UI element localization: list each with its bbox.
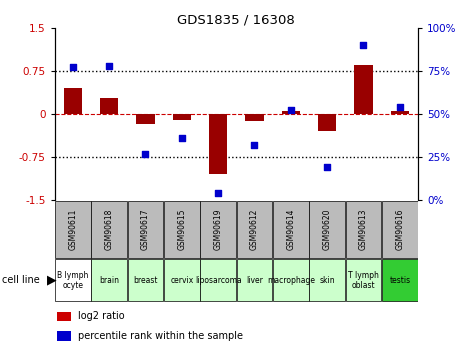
Point — [396, 104, 404, 110]
Text: log2 ratio: log2 ratio — [78, 311, 125, 321]
Bar — [382, 259, 418, 302]
Text: breast: breast — [133, 276, 158, 285]
Bar — [200, 201, 236, 258]
Bar — [209, 114, 227, 174]
Bar — [64, 88, 82, 114]
Bar — [246, 114, 264, 121]
Text: GSM90618: GSM90618 — [104, 209, 114, 250]
Bar — [318, 114, 336, 131]
Bar — [91, 201, 127, 258]
Text: skin: skin — [319, 276, 335, 285]
Bar — [273, 259, 309, 302]
Bar — [282, 111, 300, 114]
Point — [251, 142, 258, 148]
Bar — [273, 201, 309, 258]
Bar — [346, 201, 381, 258]
Bar — [237, 201, 272, 258]
Bar — [382, 201, 418, 258]
Bar — [346, 259, 381, 302]
Text: testis: testis — [390, 276, 410, 285]
Bar — [309, 259, 345, 302]
Bar — [55, 201, 91, 258]
Text: GSM90613: GSM90613 — [359, 209, 368, 250]
Text: macrophage: macrophage — [267, 276, 315, 285]
Text: ▶: ▶ — [47, 274, 56, 287]
Text: GSM90612: GSM90612 — [250, 209, 259, 250]
Bar — [57, 331, 71, 341]
Text: GSM90611: GSM90611 — [68, 209, 77, 250]
Text: GSM90619: GSM90619 — [214, 209, 223, 250]
Bar — [164, 201, 200, 258]
Bar — [100, 98, 118, 114]
Bar — [91, 259, 127, 302]
Text: GSM90615: GSM90615 — [177, 209, 186, 250]
Text: GSM90614: GSM90614 — [286, 209, 295, 250]
Text: T lymph
oblast: T lymph oblast — [348, 270, 379, 290]
Point — [178, 135, 186, 141]
Text: percentile rank within the sample: percentile rank within the sample — [78, 331, 243, 341]
Point — [214, 190, 222, 196]
Bar — [200, 259, 236, 302]
Text: GSM90616: GSM90616 — [395, 209, 404, 250]
Text: cell line: cell line — [2, 275, 40, 285]
Bar — [354, 65, 372, 114]
Point — [360, 42, 367, 48]
Point — [323, 165, 331, 170]
Point — [69, 65, 76, 70]
Point — [105, 63, 113, 68]
Bar — [128, 259, 163, 302]
Bar — [237, 259, 272, 302]
Text: liposarcoma: liposarcoma — [195, 276, 241, 285]
Bar — [309, 201, 345, 258]
Text: GSM90617: GSM90617 — [141, 209, 150, 250]
Title: GDS1835 / 16308: GDS1835 / 16308 — [178, 13, 295, 27]
Point — [142, 151, 149, 156]
Bar — [55, 259, 91, 302]
Point — [287, 108, 294, 113]
Text: GSM90620: GSM90620 — [323, 209, 332, 250]
Text: brain: brain — [99, 276, 119, 285]
Text: cervix: cervix — [170, 276, 193, 285]
Bar — [391, 111, 409, 114]
Text: liver: liver — [246, 276, 263, 285]
Bar — [164, 259, 200, 302]
Bar — [128, 201, 163, 258]
Bar — [173, 114, 191, 120]
Bar — [136, 114, 154, 124]
Bar — [57, 312, 71, 321]
Text: B lymph
ocyte: B lymph ocyte — [57, 270, 88, 290]
